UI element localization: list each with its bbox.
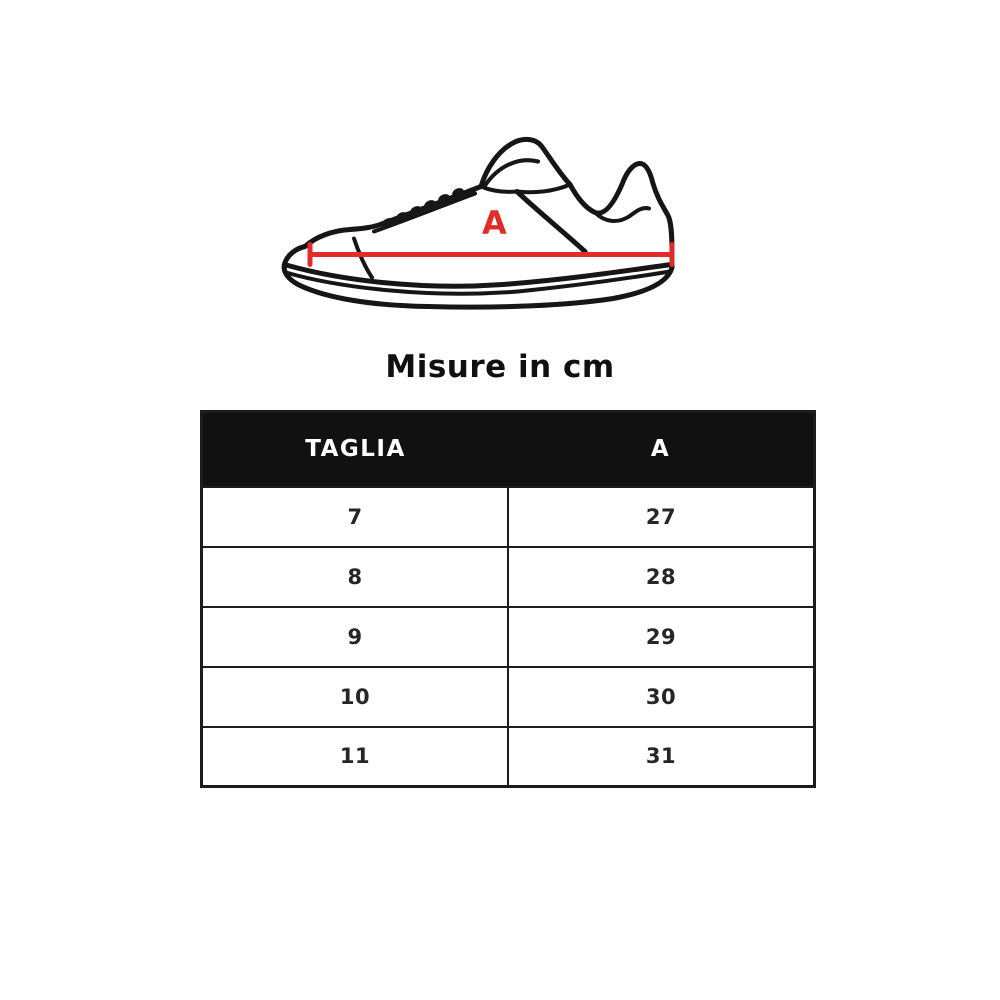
size-cell: 7 — [200, 485, 509, 548]
table-header-row: TAGLIA A — [201, 411, 815, 487]
shoe-measurement-diagram: A — [278, 125, 708, 325]
column-header-a: A — [508, 411, 815, 487]
column-header-taglia: TAGLIA — [201, 411, 508, 487]
size-cell: 11 — [200, 725, 509, 788]
measure-cell: 30 — [507, 665, 816, 728]
table-row: 9 29 — [200, 605, 816, 668]
measurement-line — [307, 242, 675, 267]
tongue-outline — [478, 136, 573, 189]
table-row: 10 30 — [200, 665, 816, 728]
table-row: 7 27 — [200, 485, 816, 548]
size-cell: 10 — [200, 665, 509, 728]
sole-outline — [281, 244, 675, 310]
lace-line — [383, 190, 464, 228]
size-cell: 9 — [200, 605, 509, 668]
measure-cell: 28 — [507, 545, 816, 608]
vamp-seam — [352, 236, 374, 280]
collar-front — [515, 182, 572, 195]
midsole-line — [285, 262, 674, 289]
measure-cell: 31 — [507, 725, 816, 788]
table-row: 11 31 — [200, 725, 816, 788]
sneaker-outline-icon — [281, 136, 675, 310]
measure-cell: 29 — [507, 605, 816, 668]
size-table: TAGLIA A 7 27 8 28 9 29 10 30 11 — [200, 410, 816, 788]
heel-outline — [567, 161, 675, 256]
throat-line — [479, 184, 519, 194]
size-cell: 8 — [200, 545, 509, 608]
midsole-line-2 — [284, 269, 672, 296]
measurement-a-label: A — [482, 204, 508, 242]
quarter-panel-seam — [514, 189, 588, 254]
measure-cell: 27 — [507, 485, 816, 548]
page-title: Misure in cm — [385, 349, 615, 385]
collar-inner-line — [593, 206, 651, 223]
tongue-fold — [483, 158, 540, 188]
lace-eyelets — [382, 188, 464, 227]
eyestay-seam — [372, 191, 477, 234]
table-row: 8 28 — [200, 545, 816, 608]
